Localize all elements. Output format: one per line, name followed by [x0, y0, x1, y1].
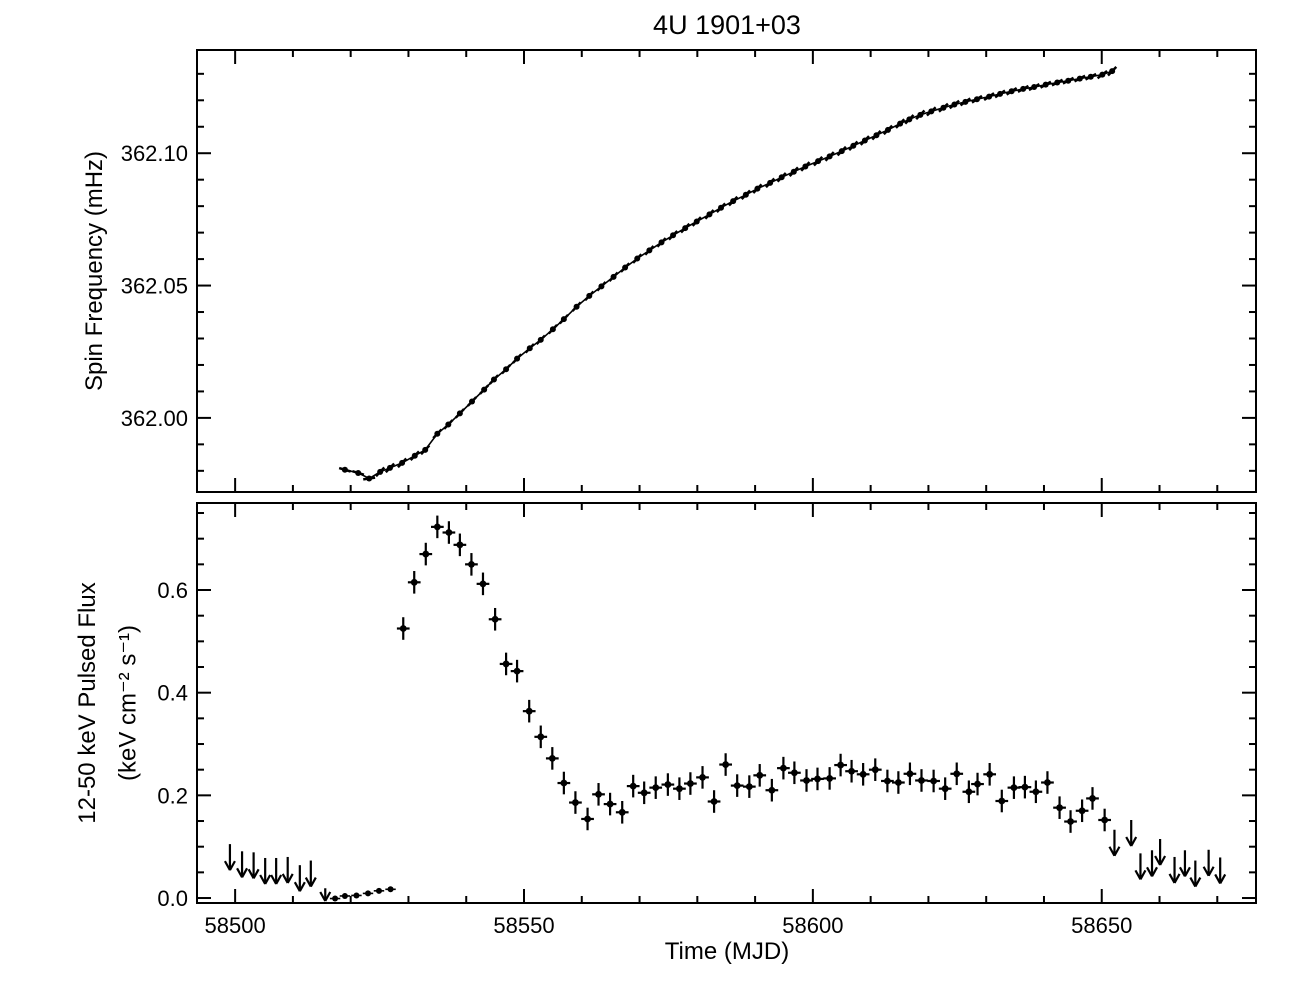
x-tick-label: 58500: [205, 913, 266, 938]
pulsed-flux-detections: [396, 515, 1111, 833]
x-tick-label: 58550: [493, 913, 554, 938]
pulsed-flux-ytick-label: 0.0: [157, 886, 188, 911]
spin-frequency-ytick-label: 362.10: [121, 141, 188, 166]
time-axis-label: Time (MJD): [664, 938, 790, 965]
spin-frequency-panel: 362.00 362.05 362.10: [121, 49, 1257, 493]
pulsed-flux-axis-label-line1: 12-50 keV Pulsed Flux: [74, 582, 101, 824]
spin-frequency-ytick-label: 362.00: [121, 406, 188, 431]
pulsed-flux-ytick-label: 0.6: [157, 578, 188, 603]
pulsed-flux-panel: 0.0 0.2 0.4 0.6: [157, 502, 1257, 911]
chart-title: 4U 1901+03: [653, 10, 801, 40]
pulsed-flux-ytick-label: 0.4: [157, 681, 188, 706]
pulsed-flux-faint-points: [329, 886, 396, 902]
x-tick-labels: 58500 58550 58600 58650: [205, 913, 1133, 938]
pulsed-flux-ytick-label: 0.2: [157, 783, 188, 808]
pulsed-flux-axis-label-line2: (keV cm⁻² s⁻¹): [114, 625, 142, 781]
spin-frequency-ytick-label: 362.05: [121, 274, 188, 299]
spin-frequency-axis-label: Spin Frequency (mHz): [81, 150, 108, 392]
spin-frequency-model: [338, 65, 1118, 482]
x-tick-label: 58600: [782, 913, 843, 938]
pulsed-flux-upper-limits: [223, 819, 1227, 902]
x-tick-label: 58650: [1071, 913, 1132, 938]
